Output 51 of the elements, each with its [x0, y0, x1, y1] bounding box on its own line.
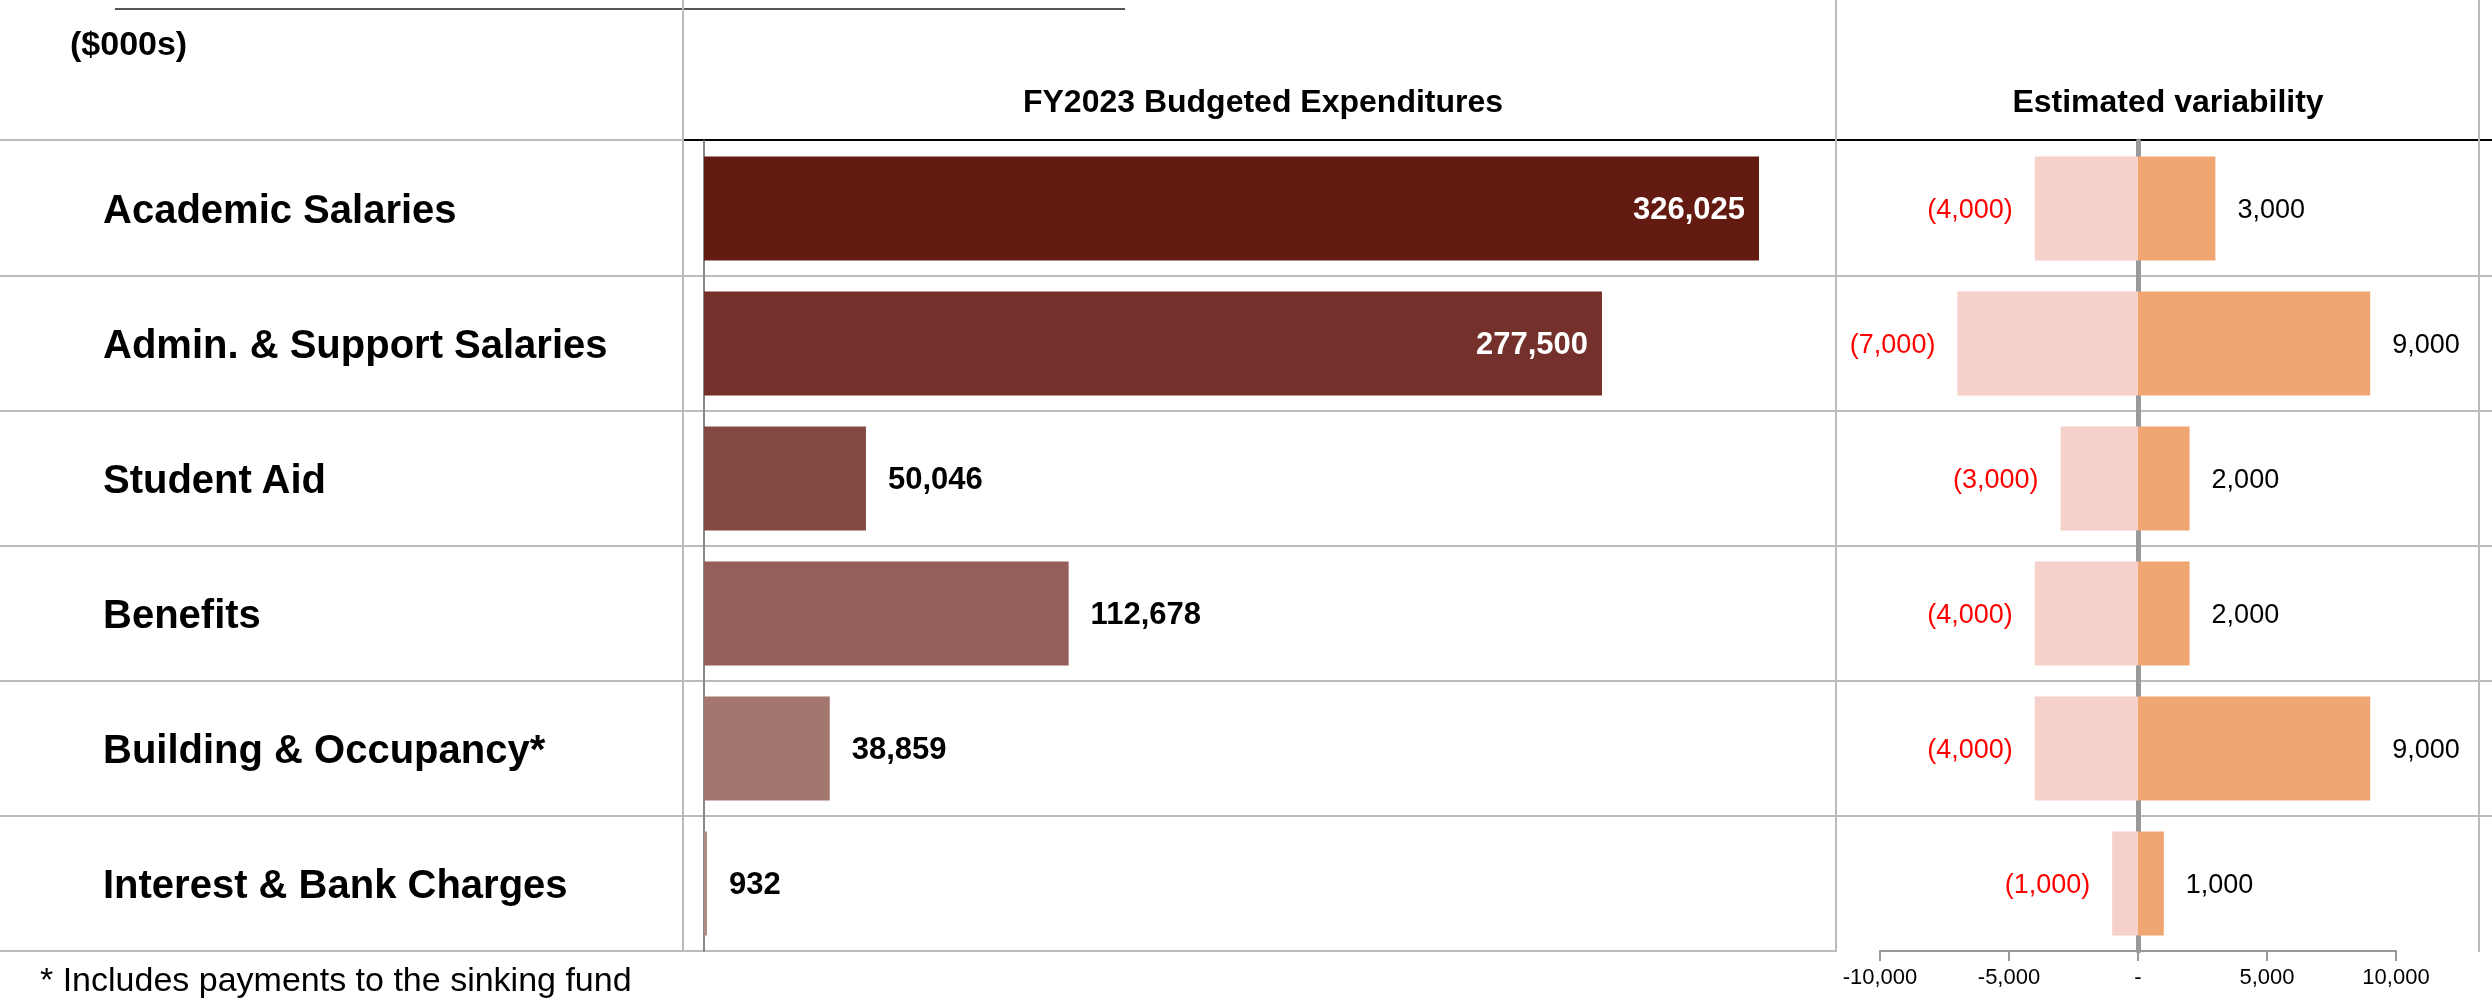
data-label: 38,859: [851, 731, 947, 766]
text: ($000s): [70, 24, 188, 62]
data-label: (4,000): [1927, 598, 2013, 629]
bar: [2138, 831, 2164, 936]
data-label: (3,000): [1953, 463, 2039, 494]
bar: [2034, 696, 2138, 801]
bar: [2138, 561, 2190, 666]
y-tick-label: Benefits: [103, 591, 261, 636]
data-label: 932: [729, 866, 781, 901]
x-tick-label: 10,000: [2362, 963, 2430, 989]
data-label: (4,000): [1927, 733, 2013, 764]
data-label: 112,678: [1090, 596, 1201, 631]
data-label: (1,000): [2004, 868, 2091, 899]
bar: [704, 561, 1069, 666]
bar: [704, 696, 830, 801]
bar: [2034, 156, 2138, 261]
bar: [704, 831, 708, 936]
bar: [2138, 291, 2371, 396]
data-label: 9,000: [2392, 733, 2460, 764]
bar: [704, 291, 1602, 396]
x-tick-label: -: [2134, 963, 2142, 989]
y-tick-label: Academic Salaries: [103, 186, 457, 231]
data-label: 9,000: [2392, 328, 2460, 359]
data-label: 3,000: [2237, 193, 2305, 224]
bar: [2138, 696, 2371, 801]
data-label: 2,000: [2211, 598, 2280, 629]
bar: [2138, 156, 2216, 261]
x-tick-label: -10,000: [1842, 963, 1918, 989]
data-label: 2,000: [2211, 463, 2280, 494]
chart-title: FY2023 Budgeted Expenditures: [1022, 83, 1504, 119]
bar: [2060, 426, 2138, 531]
chart-title: Estimated variability: [2012, 83, 2324, 119]
data-label: 277,500: [1475, 326, 1588, 361]
text: * Includes payments to the sinking fund: [40, 960, 632, 998]
data-label: (4,000): [1927, 193, 2013, 224]
bar: [704, 426, 866, 531]
data-label: 1,000: [2185, 868, 2254, 899]
y-tick-label: Admin. & Support Salaries: [103, 321, 608, 366]
bar: [2034, 561, 2138, 666]
data-label: 50,046: [887, 461, 983, 496]
bar: [2138, 426, 2190, 531]
data-label: (7,000): [1849, 328, 1936, 359]
y-tick-label: Interest & Bank Charges: [103, 861, 568, 906]
x-tick-label: -5,000: [1977, 963, 2041, 989]
y-tick-label: Student Aid: [103, 456, 326, 501]
y-tick-label: Building & Occupancy*: [103, 726, 546, 771]
data-label: 326,025: [1632, 191, 1745, 226]
x-tick-label: 5,000: [2239, 963, 2295, 989]
bar: [2112, 831, 2138, 936]
bar: [1957, 291, 2138, 396]
bar: [704, 156, 1759, 261]
